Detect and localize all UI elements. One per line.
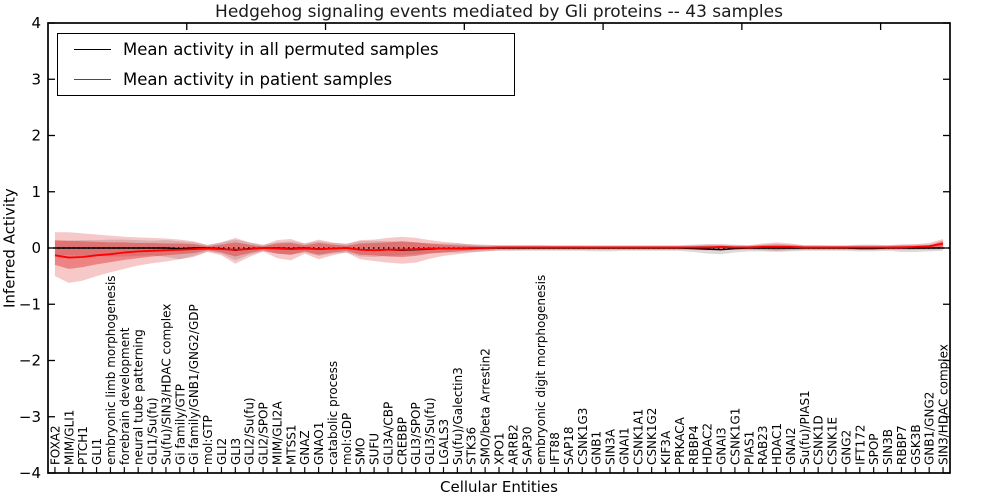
patient-mean-line [54, 242, 944, 259]
legend-label-patient: Mean activity in patient samples [123, 70, 393, 89]
y-tick-label: 3 [31, 70, 41, 88]
y-tick-label: 0 [31, 239, 41, 257]
x-category-label: GLI3 [229, 438, 243, 465]
y-axis-label: Inferred Activity [0, 188, 19, 308]
x-category-label: CSNK1E [826, 417, 840, 465]
x-category-label: FOXA2 [48, 425, 62, 465]
x-category-label: GNAO1 [312, 422, 326, 465]
x-category-label: STK36 [465, 427, 479, 465]
chart-title: Hedgehog signaling events mediated by Gl… [215, 2, 783, 22]
legend: Mean activity in all permuted samples Me… [57, 33, 515, 96]
x-category-label: MTSS1 [284, 424, 298, 465]
x-category-label: mol:GTP [201, 415, 215, 465]
patient-range-outer-band [54, 232, 944, 283]
x-category-label: GLI2/SPOP [257, 402, 271, 465]
x-category-label: SIN3A [604, 428, 618, 465]
x-category-label: XPO1 [493, 432, 507, 465]
x-category-label: Su(fu)/Galectin3 [451, 367, 465, 465]
x-category-label: CREBBP [395, 417, 409, 465]
legend-label-permuted: Mean activity in all permuted samples [123, 40, 439, 59]
x-category-label: LGALS3 [437, 419, 451, 465]
patient-line-swatch [74, 79, 111, 80]
y-tick-label: 1 [31, 183, 41, 201]
x-category-label: IFT172 [853, 425, 867, 465]
x-category-label: GLI1/Su(fu) [146, 397, 160, 465]
permuted-range-band [54, 239, 944, 261]
x-category-label: CSNK1G2 [645, 408, 659, 465]
x-category-label: GNG2 [839, 430, 853, 465]
x-category-label: GNB1 [590, 431, 604, 465]
x-category-label: GLI3A/CBP [381, 402, 395, 465]
x-category-label: RAB23 [756, 425, 770, 465]
y-tick-label: −2 [19, 352, 41, 370]
y-tick-label: 4 [31, 14, 41, 32]
y-tick-label: −3 [19, 408, 41, 426]
x-category-label: RBBP4 [687, 425, 701, 465]
x-category-label: CSNK1G1 [728, 408, 742, 465]
x-category-label: SMO [354, 438, 368, 465]
x-axis-label: Cellular Entities [440, 478, 558, 496]
permuted-line-swatch [74, 49, 111, 50]
x-category-label: SAP18 [562, 426, 576, 465]
x-category-label: MIM/GLI1 [62, 410, 76, 465]
y-tick-label: −4 [19, 464, 41, 482]
x-category-label: GNAI3 [715, 427, 729, 465]
x-category-label: Gi family/GNB1/GNG2/GDP [187, 304, 201, 465]
x-category-label: SUFU [368, 433, 382, 465]
x-category-label: SPOP [867, 433, 881, 465]
x-category-label: CSNK1A1 [631, 409, 645, 465]
x-category-label: Gi family/GTP [173, 384, 187, 465]
x-category-label: GNAI1 [617, 427, 631, 465]
x-category-label: mol:GDP [340, 413, 354, 465]
y-tick-label: −1 [19, 295, 41, 313]
x-category-label: PTCH1 [76, 426, 90, 465]
x-category-label: GLI2 [215, 438, 229, 465]
x-category-label: GLI3/SPOP [409, 402, 423, 465]
x-category-label: Su(fu)/SIN3/HDAC complex [159, 304, 173, 465]
x-category-label: PRKACA [673, 416, 687, 465]
x-category-label: GNAZ [298, 430, 312, 465]
x-category-label: SIN3B [881, 429, 895, 465]
x-category-label: GSK3B [909, 424, 923, 465]
x-category-label: neural tube patterning [132, 329, 146, 465]
x-category-label: HDAC1 [770, 423, 784, 465]
x-category-label: KIF3A [659, 430, 673, 465]
x-category-label: Su(fu)/PIAS1 [798, 390, 812, 465]
x-category-label: SIN3/HDAC complex [937, 344, 951, 465]
x-category-label: GLI2/Su(fu) [243, 397, 257, 465]
x-category-label: GNB1/GNG2 [923, 392, 937, 465]
y-tick-label: 2 [31, 127, 41, 145]
x-category-label: catabolic process [326, 361, 340, 465]
x-category-label: CSNK1D [812, 415, 826, 465]
legend-entry-permuted: Mean activity in all permuted samples [58, 35, 514, 65]
x-category-label: embryonic limb morphogenesis [104, 275, 118, 465]
x-category-label: MIM/GLI2A [270, 401, 284, 465]
x-category-label: RBBP7 [895, 425, 909, 465]
x-category-label: ARRB2 [506, 424, 520, 465]
x-category-label: PIAS1 [742, 431, 756, 465]
x-category-label: GNAI2 [784, 427, 798, 465]
x-category-label: SAP30 [520, 426, 534, 465]
x-category-label: embryonic digit morphogenesis [534, 275, 548, 465]
x-category-label: forebrain development [118, 327, 132, 465]
x-category-label: IFT88 [548, 432, 562, 465]
x-category-label: HDAC2 [701, 423, 715, 465]
x-category-label: SMO/beta Arrestin2 [479, 348, 493, 465]
x-category-label: GLI1 [90, 438, 104, 465]
x-category-label: GLI3/Su(fu) [423, 397, 437, 465]
x-category-label: CSNK1G3 [576, 408, 590, 465]
legend-entry-patient: Mean activity in patient samples [58, 65, 514, 95]
